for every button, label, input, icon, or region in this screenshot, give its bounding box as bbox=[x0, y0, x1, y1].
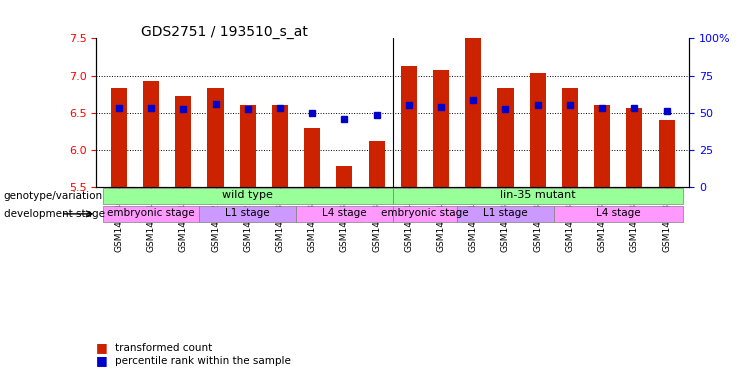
Text: L1 stage: L1 stage bbox=[225, 208, 270, 218]
Bar bbox=[626, 108, 642, 187]
Text: L4 stage: L4 stage bbox=[322, 208, 367, 218]
Text: ■: ■ bbox=[96, 341, 108, 354]
Text: embryonic stage: embryonic stage bbox=[107, 208, 195, 218]
Text: ■: ■ bbox=[96, 354, 108, 367]
FancyBboxPatch shape bbox=[457, 206, 554, 222]
Bar bbox=[336, 167, 353, 187]
Bar bbox=[207, 88, 224, 187]
Text: genotype/variation: genotype/variation bbox=[4, 191, 103, 201]
Bar bbox=[111, 88, 127, 187]
Text: L4 stage: L4 stage bbox=[596, 208, 640, 218]
Bar bbox=[239, 106, 256, 187]
Bar bbox=[433, 70, 449, 187]
Text: embryonic stage: embryonic stage bbox=[381, 208, 469, 218]
Bar bbox=[143, 81, 159, 187]
Bar bbox=[659, 120, 674, 187]
FancyBboxPatch shape bbox=[554, 206, 682, 222]
Bar bbox=[304, 128, 320, 187]
Text: transformed count: transformed count bbox=[115, 343, 212, 353]
Text: development stage: development stage bbox=[4, 209, 104, 219]
Bar bbox=[497, 88, 514, 187]
Text: GDS2751 / 193510_s_at: GDS2751 / 193510_s_at bbox=[141, 25, 308, 39]
Bar bbox=[465, 38, 482, 187]
FancyBboxPatch shape bbox=[103, 206, 199, 222]
Bar bbox=[176, 96, 191, 187]
Bar bbox=[401, 66, 417, 187]
Bar bbox=[594, 106, 610, 187]
FancyBboxPatch shape bbox=[393, 188, 682, 204]
Text: L1 stage: L1 stage bbox=[483, 208, 528, 218]
Bar bbox=[562, 88, 578, 187]
Bar bbox=[530, 73, 546, 187]
FancyBboxPatch shape bbox=[296, 206, 393, 222]
FancyBboxPatch shape bbox=[199, 206, 296, 222]
FancyBboxPatch shape bbox=[393, 206, 457, 222]
Bar bbox=[368, 141, 385, 187]
Text: percentile rank within the sample: percentile rank within the sample bbox=[115, 356, 290, 366]
Bar bbox=[272, 106, 288, 187]
Text: wild type: wild type bbox=[222, 190, 273, 200]
Text: lin-35 mutant: lin-35 mutant bbox=[500, 190, 576, 200]
FancyBboxPatch shape bbox=[103, 188, 393, 204]
